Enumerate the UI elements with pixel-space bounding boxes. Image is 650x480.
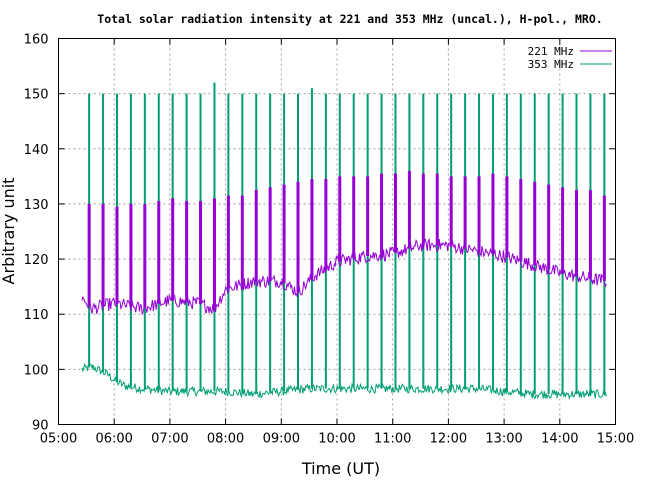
- x-tick-label: 13:00: [485, 432, 522, 447]
- series-353-mhz-line: [81, 362, 607, 401]
- x-tick-label: 12:00: [430, 432, 467, 447]
- x-tick-label: 11:00: [374, 432, 411, 447]
- y-tick-label: 100: [24, 363, 49, 378]
- x-tick-label: 09:00: [263, 432, 300, 447]
- chart-title: Total solar radiation intensity at 221 a…: [97, 12, 602, 26]
- legend-label-353: 353 MHz: [528, 58, 574, 71]
- x-tick-label: 08:00: [207, 432, 244, 447]
- legend: 221 MHz 353 MHz: [528, 45, 612, 71]
- series-221-mhz-line: [81, 237, 607, 315]
- axis-ticks: 05:00 06:00 07:00 08:00 09:00 10:00 11:00 12:00…: [24, 33, 635, 447]
- y-tick-label: 110: [24, 308, 49, 323]
- series-lines: [81, 82, 607, 401]
- x-tick-label: 10:00: [318, 432, 355, 447]
- x-axis-label: Time (UT): [301, 459, 380, 478]
- x-tick-label: 15:00: [597, 432, 634, 447]
- x-tick-label: 14:00: [541, 432, 578, 447]
- y-tick-label: 160: [24, 33, 49, 48]
- y-tick-label: 90: [32, 419, 49, 434]
- grid: [58, 38, 616, 425]
- y-tick-label: 150: [24, 88, 49, 103]
- y-axis-label: Arbitrary unit: [0, 178, 18, 285]
- y-tick-label: 120: [24, 253, 49, 268]
- x-tick-label: 07:00: [151, 432, 188, 447]
- plot-frame: [58, 38, 616, 425]
- legend-label-221: 221 MHz: [528, 45, 574, 58]
- x-tick-label: 06:00: [95, 432, 132, 447]
- x-tick-label: 05:00: [40, 432, 77, 447]
- y-tick-label: 140: [24, 143, 49, 158]
- y-tick-label: 130: [24, 198, 49, 213]
